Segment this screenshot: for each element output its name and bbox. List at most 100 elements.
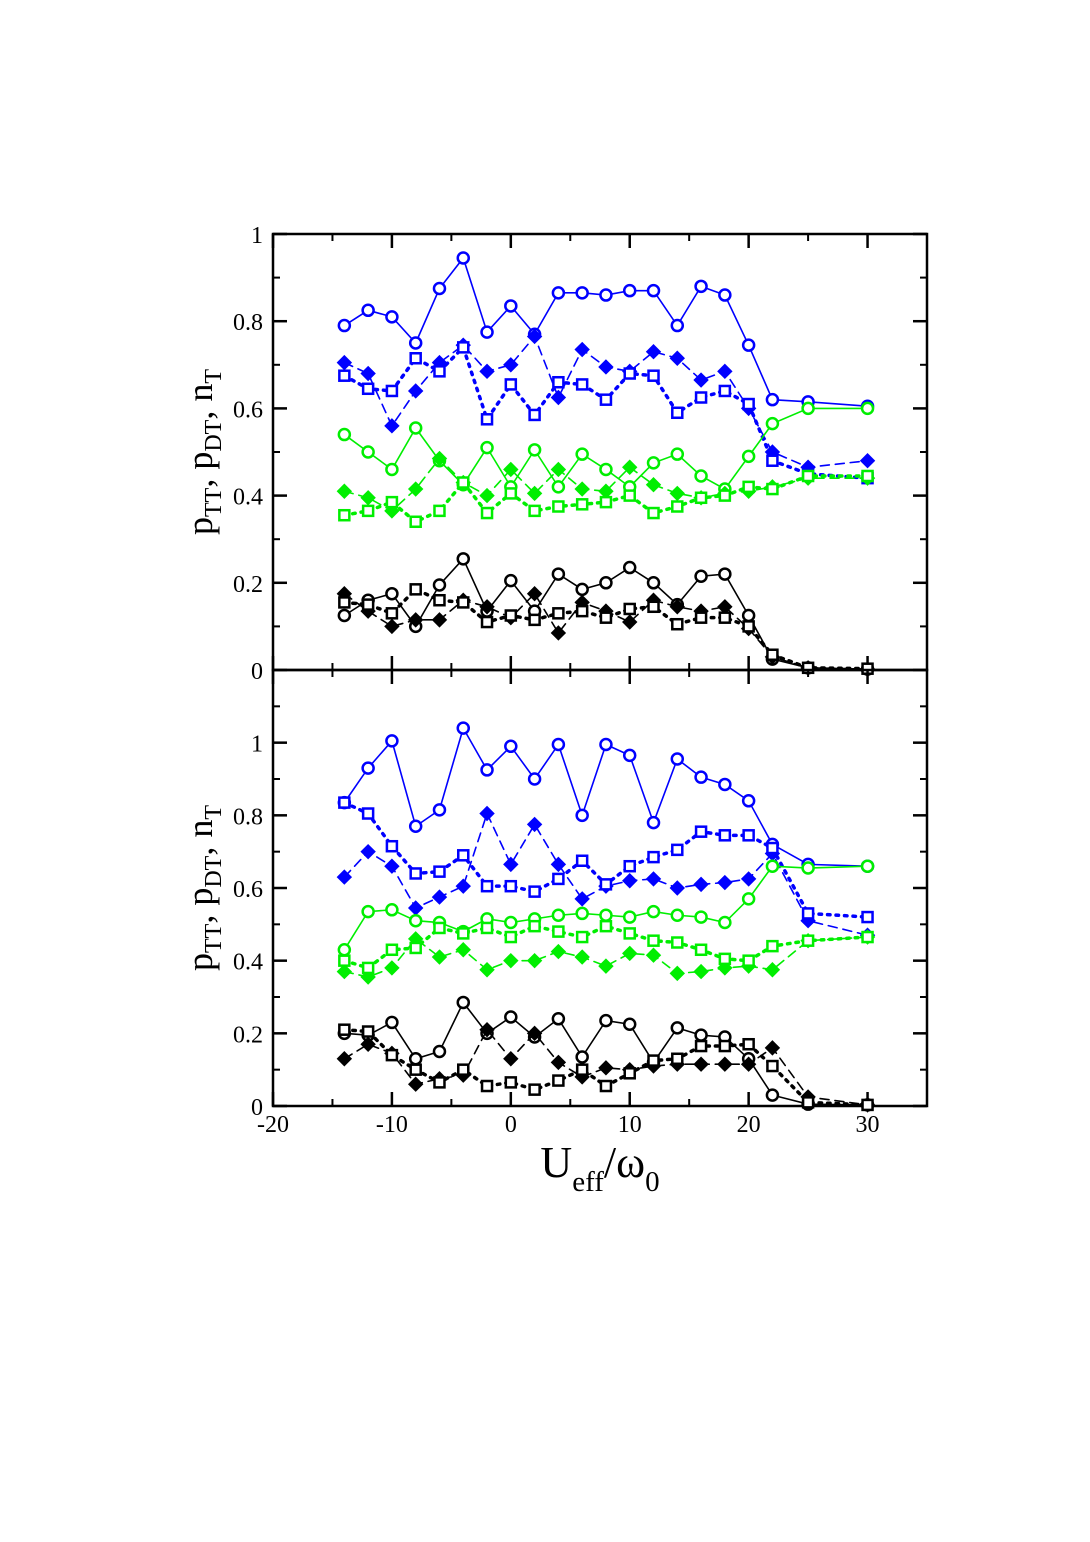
data-point [407, 900, 424, 916]
data-point [550, 1054, 567, 1071]
data-point [407, 481, 424, 497]
data-point [575, 604, 589, 618]
data-point [574, 949, 590, 965]
data-point [718, 384, 732, 398]
data-point [407, 383, 424, 399]
data-point [645, 871, 662, 887]
data-point [669, 485, 685, 502]
data-point [456, 251, 471, 265]
data-point [551, 480, 566, 494]
data-point [433, 921, 446, 935]
y-tick-label: 0.8 [233, 804, 263, 830]
data-point [504, 378, 518, 391]
data-point [337, 427, 352, 442]
data-point [361, 598, 375, 611]
data-point [526, 1025, 543, 1042]
data-point [764, 1040, 781, 1056]
data-point [433, 504, 446, 518]
data-point [504, 1010, 518, 1024]
data-point [338, 954, 351, 967]
data-point [575, 906, 589, 921]
data-point [718, 1039, 732, 1053]
data-point [646, 815, 661, 830]
y-tick-label: 0.6 [233, 397, 263, 423]
data-point [456, 995, 471, 1010]
data-point [384, 618, 400, 635]
data-point [431, 949, 448, 965]
data-point [575, 1050, 589, 1064]
data-point [337, 943, 352, 957]
data-point [647, 369, 660, 382]
data-point [361, 504, 375, 518]
data-point [740, 871, 757, 887]
data-point [574, 341, 590, 358]
y-axis-label-subscript: T [201, 805, 227, 820]
data-point [504, 930, 518, 944]
x-tick-label: 20 [737, 1112, 761, 1138]
data-point [457, 341, 470, 354]
y-tick-label: 0 [251, 1095, 263, 1121]
data-point [860, 859, 875, 873]
data-point [480, 921, 494, 935]
data-point [503, 461, 519, 478]
data-point [622, 910, 637, 924]
data-point [740, 1056, 757, 1072]
data-point [765, 416, 780, 431]
data-point [480, 615, 494, 629]
data-point [408, 1052, 423, 1066]
data-point [575, 447, 589, 461]
data-point [599, 1079, 613, 1093]
data-point [361, 961, 375, 975]
data-point [360, 490, 376, 506]
data-point [432, 578, 447, 592]
data-point [409, 515, 422, 529]
data-point [671, 500, 684, 513]
y-axis-label-symbol: p [180, 452, 220, 470]
data-point [717, 874, 733, 891]
series-line [343, 407, 869, 491]
data-point [480, 879, 494, 893]
data-point [480, 506, 494, 520]
data-point [694, 825, 708, 838]
data-point [480, 413, 494, 426]
x-axis-label: Ueff/ω0 [540, 1138, 659, 1198]
data-point [456, 721, 471, 735]
data-point [385, 586, 399, 601]
data-point [409, 352, 422, 365]
data-point [599, 737, 613, 752]
data-point [338, 1023, 351, 1036]
data-point [623, 367, 636, 380]
data-point [361, 1025, 375, 1038]
data-point [504, 915, 518, 930]
data-point [647, 934, 660, 947]
data-point [717, 363, 733, 380]
data-point [598, 958, 614, 974]
data-point [718, 777, 732, 792]
data-point [552, 872, 565, 886]
data-point [361, 807, 375, 820]
data-point [503, 1051, 519, 1067]
series-blue-squares [338, 341, 874, 485]
y-axis-label-subscript: TT [201, 487, 227, 517]
data-point [765, 1088, 780, 1102]
y-axis-label-symbol: p [180, 888, 220, 906]
data-point [623, 1067, 636, 1080]
data-point [433, 365, 446, 378]
data-point [385, 839, 399, 853]
data-point [671, 406, 684, 420]
data-point [599, 878, 613, 891]
y-tick-label: 0.2 [233, 1022, 263, 1048]
data-point [407, 612, 424, 628]
data-point [801, 907, 815, 920]
data-point [432, 1044, 447, 1059]
data-point [741, 892, 756, 906]
data-point [457, 927, 470, 940]
data-point [385, 462, 399, 477]
series-line [343, 811, 869, 937]
data-point [622, 1017, 637, 1031]
data-point [455, 942, 471, 958]
data-point [861, 930, 874, 944]
data-point [694, 1028, 708, 1042]
data-point [575, 854, 589, 867]
